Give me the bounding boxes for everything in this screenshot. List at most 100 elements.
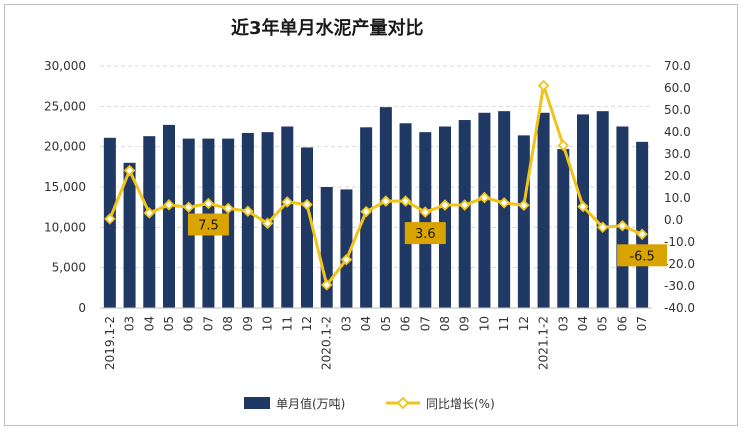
growth-line bbox=[108, 84, 643, 287]
x-tick-label: 04 bbox=[142, 316, 156, 331]
x-tick-label: 09 bbox=[458, 316, 472, 331]
legend-bar-label: 单月值(万吨) bbox=[276, 396, 345, 411]
bar bbox=[340, 189, 353, 308]
bar bbox=[360, 127, 373, 308]
bar bbox=[478, 112, 491, 308]
bar bbox=[379, 107, 392, 308]
y-left-tick: 10,000 bbox=[44, 220, 86, 234]
bar bbox=[281, 126, 294, 308]
bar bbox=[498, 111, 511, 308]
x-tick-label: 03 bbox=[123, 316, 137, 331]
y-left-tick: 25,000 bbox=[44, 99, 86, 113]
bar bbox=[557, 149, 570, 308]
x-tick-label: 11 bbox=[497, 316, 511, 331]
callout-box bbox=[187, 213, 229, 236]
chart-title: 近3年单月水泥产量对比 bbox=[231, 18, 424, 39]
x-tick-label: 05 bbox=[162, 316, 176, 331]
x-tick-label: 03 bbox=[339, 316, 353, 331]
y-right-tick: 20.0 bbox=[664, 169, 691, 183]
x-tick-label: 2020.1-2 bbox=[320, 316, 334, 370]
bar bbox=[241, 132, 254, 308]
x-tick-label: 07 bbox=[201, 316, 215, 331]
callout-label: 3.6 bbox=[415, 227, 436, 242]
x-tick-label: 05 bbox=[379, 316, 393, 331]
x-tick-label: 07 bbox=[418, 316, 432, 331]
growth-point bbox=[399, 195, 412, 207]
growth-point bbox=[242, 205, 254, 217]
legend-bar-swatch bbox=[244, 397, 270, 409]
x-tick-label: 06 bbox=[399, 316, 413, 331]
y-right-tick: 10.0 bbox=[664, 191, 691, 205]
bar bbox=[537, 112, 550, 308]
x-tick-label: 09 bbox=[241, 316, 255, 331]
bar bbox=[301, 147, 313, 308]
callout-label: 7.5 bbox=[198, 219, 219, 234]
x-tick-label: 11 bbox=[280, 316, 294, 331]
growth-point bbox=[182, 201, 195, 214]
x-tick-label: 10 bbox=[477, 316, 491, 331]
y-right-tick: -40.0 bbox=[664, 301, 695, 315]
bar bbox=[636, 141, 649, 308]
chart-frame bbox=[4, 4, 738, 426]
legend-line-label: 同比增长(%) bbox=[426, 397, 495, 411]
x-tick-label: 2021.1-2 bbox=[537, 316, 551, 370]
x-tick-label: 03 bbox=[556, 316, 570, 331]
y-left-tick: 5,000 bbox=[52, 261, 86, 275]
growth-point bbox=[301, 198, 313, 211]
x-tick-label: 06 bbox=[615, 316, 629, 331]
y-right-tick: 0.0 bbox=[664, 213, 683, 227]
growth-point bbox=[419, 206, 432, 218]
y-left-tick: 0 bbox=[78, 301, 86, 315]
x-tick-label: 06 bbox=[182, 316, 196, 331]
legend-line-marker bbox=[396, 396, 410, 410]
growth-point bbox=[557, 139, 570, 152]
growth-point bbox=[340, 253, 353, 266]
y-left-tick: 30,000 bbox=[44, 59, 86, 73]
x-tick-label: 04 bbox=[359, 316, 373, 331]
bar bbox=[123, 162, 136, 308]
x-tick-label: 08 bbox=[221, 316, 235, 331]
bar bbox=[596, 111, 609, 308]
growth-point bbox=[163, 199, 175, 211]
y-right-tick: -10.0 bbox=[664, 235, 695, 249]
growth-point bbox=[261, 217, 274, 230]
x-tick-label: 10 bbox=[261, 316, 275, 331]
growth-point bbox=[498, 197, 510, 209]
bar bbox=[517, 135, 530, 308]
bar bbox=[439, 126, 451, 308]
callout-label: -6.5 bbox=[629, 249, 654, 264]
growth-point bbox=[577, 200, 589, 213]
y-right-tick: 50.0 bbox=[664, 103, 691, 117]
growth-point bbox=[518, 199, 530, 212]
y-left-tick: 15,000 bbox=[44, 180, 86, 194]
y-left-tick: 20,000 bbox=[44, 140, 86, 154]
growth-point bbox=[478, 191, 491, 204]
growth-point bbox=[281, 196, 294, 208]
y-right-tick: 60.0 bbox=[664, 81, 691, 95]
growth-point bbox=[202, 197, 215, 210]
callout-box bbox=[617, 244, 668, 267]
growth-point bbox=[143, 207, 156, 219]
bar bbox=[143, 136, 156, 308]
bar bbox=[458, 120, 471, 309]
bar bbox=[163, 124, 175, 309]
x-tick-label: 12 bbox=[517, 316, 531, 331]
y-right-tick: 30.0 bbox=[664, 147, 691, 161]
growth-point bbox=[458, 199, 471, 211]
y-right-tick: 70.0 bbox=[664, 59, 691, 73]
growth-point bbox=[380, 195, 392, 207]
y-right-tick: -30.0 bbox=[664, 279, 695, 293]
growth-point bbox=[596, 221, 609, 234]
growth-point bbox=[616, 219, 629, 232]
x-tick-label: 2019.1-2 bbox=[103, 316, 117, 370]
x-tick-label: 08 bbox=[438, 316, 452, 331]
bar bbox=[419, 132, 432, 308]
growth-point bbox=[636, 228, 648, 241]
callout-box bbox=[404, 222, 446, 245]
x-tick-label: 07 bbox=[635, 316, 649, 331]
growth-point bbox=[360, 205, 372, 218]
growth-point bbox=[537, 79, 550, 92]
x-tick-label: 12 bbox=[300, 316, 314, 331]
y-right-tick: -20.0 bbox=[664, 257, 695, 271]
